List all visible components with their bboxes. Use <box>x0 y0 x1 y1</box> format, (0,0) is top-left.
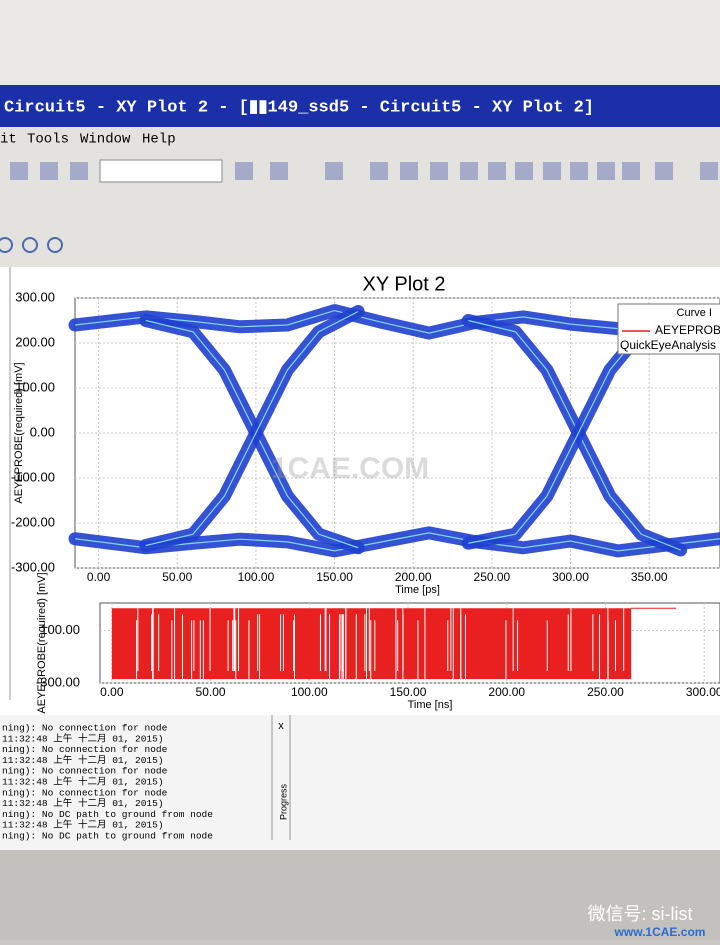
menu-item[interactable]: it <box>0 132 17 148</box>
y-tick-label: 200.00 <box>15 334 55 349</box>
toolbar-icon[interactable] <box>0 237 13 253</box>
log-line: 11:32:48 上午 十二月 01, 2015) <box>2 819 164 831</box>
x-tick-label: 0.00 <box>100 685 124 699</box>
monitor-bezel <box>0 850 720 940</box>
toolbar-icon[interactable] <box>570 162 588 180</box>
x-tick-label: 100.00 <box>238 570 275 584</box>
x-tick-label: 350.00 <box>631 570 668 584</box>
y-tick-label: 0.00 <box>30 424 55 439</box>
toolbar-icon[interactable] <box>370 162 388 180</box>
legend-title: Curve I <box>677 307 712 319</box>
toolbar-icons <box>0 162 718 253</box>
x-tick-label: 50.00 <box>196 685 226 699</box>
log-line: ning): No DC path to ground from node <box>2 831 213 842</box>
menu-item[interactable]: Window <box>80 132 131 148</box>
toolbar-icon[interactable] <box>10 162 28 180</box>
toolbar-icon[interactable] <box>22 237 38 253</box>
close-button[interactable]: x <box>278 720 284 732</box>
eye-trace-core <box>145 310 359 547</box>
log-line: ning): No connection for node <box>2 744 168 755</box>
bit-chart: 0.00 50.00 100.00 150.00 200.00 250.00 300.00 1… <box>36 572 720 714</box>
x-tick-label: 300.00 <box>552 570 589 584</box>
signal-band <box>111 608 632 680</box>
legend-entry: AEYEPROBE <box>655 323 720 337</box>
x-tick-label: 250.00 <box>587 685 624 699</box>
toolbar-icon[interactable] <box>400 162 418 180</box>
log-line: ning): No connection for node <box>2 766 168 777</box>
toolbar-icon[interactable] <box>270 162 288 180</box>
y-axis-label: AEYEPROBE(required) [mV] <box>13 362 25 503</box>
progress-label: Progress <box>278 783 288 820</box>
log-line: 11:32:48 上午 十二月 01, 2015) <box>2 732 164 744</box>
log-line: ning): No connection for node <box>2 723 168 734</box>
toolbar-icon[interactable] <box>655 162 673 180</box>
log-panel <box>0 715 720 850</box>
x-tick-label: 150.00 <box>316 570 353 584</box>
y-tick-label: 300.00 <box>15 289 55 304</box>
y-tick-label: -300.00 <box>11 559 55 574</box>
site-watermark: www.1CAE.com <box>614 925 706 939</box>
toolbar-icon[interactable] <box>622 162 640 180</box>
chart-title: XY Plot 2 <box>362 273 445 295</box>
log-line: ning): No connection for node <box>2 787 168 798</box>
window-title: Circuit5 - XY Plot 2 - [▮▮149_ssd5 - Cir… <box>4 98 594 117</box>
toolbar-icon[interactable] <box>47 237 63 253</box>
x-tick-label: 150.00 <box>390 685 427 699</box>
toolbar-icon[interactable] <box>430 162 448 180</box>
toolbar-icon[interactable] <box>460 162 478 180</box>
log-line: 11:32:48 上午 十二月 01, 2015) <box>2 797 164 809</box>
x-axis-label: Time [ns] <box>408 699 453 711</box>
toolbar-icon[interactable] <box>488 162 506 180</box>
toolbar-icon[interactable] <box>597 162 615 180</box>
log-line: 11:32:48 上午 十二月 01, 2015) <box>2 754 164 766</box>
wechat-watermark: 微信号: si-list <box>588 904 693 924</box>
y-tick-label: -200.00 <box>11 514 55 529</box>
eye-trace-core <box>74 532 720 552</box>
eye-chart: 0.00 50.00 100.00 150.00 200.00 250.00 300.00 3… <box>11 289 720 596</box>
log-line: ning): No DC path to ground from node <box>2 809 213 820</box>
toolbar-icon[interactable] <box>235 162 253 180</box>
y-tick-label: -100.00 <box>11 469 55 484</box>
center-watermark: 1CAE.COM <box>271 452 429 485</box>
toolbar-icon[interactable] <box>325 162 343 180</box>
x-tick-label: 200.00 <box>488 685 525 699</box>
x-tick-label: 250.00 <box>474 570 511 584</box>
y-axis-label: AEYEPROBE(required) [mV] <box>36 572 48 713</box>
x-tick-label: 50.00 <box>162 570 192 584</box>
y-tick-label: -300.00 <box>36 674 80 689</box>
x-axis-label: Time [ps] <box>395 584 440 596</box>
x-tick-label: 300.00 <box>686 685 720 699</box>
menu-item[interactable]: Help <box>142 132 176 148</box>
eye-trace-core <box>74 309 720 334</box>
toolbar-icon[interactable] <box>543 162 561 180</box>
x-tick-label: 200.00 <box>395 570 432 584</box>
y-tick-label: 100.00 <box>15 379 55 394</box>
y-tick-label: 100.00 <box>40 622 80 637</box>
toolbar-icon[interactable] <box>700 162 718 180</box>
toolbar-icon[interactable] <box>40 162 58 180</box>
toolbar-icon[interactable] <box>515 162 533 180</box>
dropdown[interactable] <box>99 159 223 183</box>
log-line: 11:32:48 上午 十二月 01, 2015) <box>2 776 164 788</box>
toolbar-icon[interactable] <box>70 162 88 180</box>
x-tick-label: 0.00 <box>87 570 111 584</box>
toolbar-area <box>0 127 720 267</box>
legend-box <box>617 303 720 355</box>
legend-entry: QuickEyeAnalysis <box>620 338 716 352</box>
browser-bar <box>0 0 720 85</box>
title-bar <box>0 85 720 127</box>
menu-item[interactable]: Tools <box>27 132 69 148</box>
x-tick-label: 100.00 <box>291 685 328 699</box>
